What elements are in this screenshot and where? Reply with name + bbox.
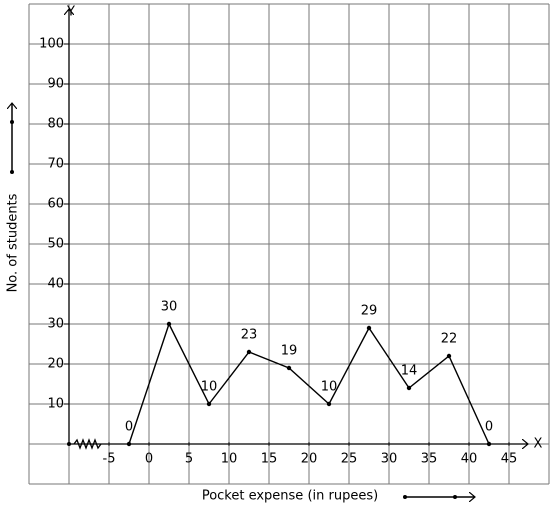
point xyxy=(246,349,252,355)
point xyxy=(406,385,412,391)
unit-dot xyxy=(10,170,14,174)
x-tick-label: 35 xyxy=(421,452,438,467)
point xyxy=(166,321,172,327)
data-label: 0 xyxy=(125,420,133,435)
origin-dot xyxy=(67,442,71,446)
x-tick-label: 0 xyxy=(145,452,153,467)
point xyxy=(126,441,132,447)
axis-break xyxy=(73,438,102,450)
data-label: 19 xyxy=(281,344,298,359)
y-axis-title: No. of students xyxy=(6,193,21,292)
y-tick-label: 30 xyxy=(47,317,64,332)
y-axis-letter: Y xyxy=(66,5,75,20)
data-label: 22 xyxy=(441,332,458,347)
y-tick-label: 90 xyxy=(47,77,64,92)
x-tick-label: 15 xyxy=(261,452,278,467)
point xyxy=(286,365,292,371)
line xyxy=(128,322,490,445)
point xyxy=(326,401,332,407)
x-tick-label: -5 xyxy=(103,452,116,467)
point xyxy=(366,325,372,331)
data-label: 0 xyxy=(485,420,493,435)
y-tick-label: 40 xyxy=(47,277,64,292)
grid xyxy=(28,3,550,485)
x-tick-label: 5 xyxy=(185,452,193,467)
data-label: 23 xyxy=(241,328,258,343)
unit-dot xyxy=(10,120,14,124)
x-axis-letter: X xyxy=(534,437,543,452)
y-tick-label: 100 xyxy=(39,37,64,52)
x-tick-label: 45 xyxy=(501,452,518,467)
y-tick-label: 50 xyxy=(47,237,64,252)
x-tick-label: 25 xyxy=(341,452,358,467)
x-tick-label: 30 xyxy=(381,452,398,467)
data-label: 29 xyxy=(361,304,378,319)
x-tick-label: 40 xyxy=(461,452,478,467)
data-label: 10 xyxy=(321,380,338,395)
x-tick-label: 20 xyxy=(301,452,318,467)
data-label: 14 xyxy=(401,364,418,379)
data-label: 30 xyxy=(161,300,178,315)
y-tick-label: 20 xyxy=(47,357,64,372)
unit-dot xyxy=(403,495,407,499)
point xyxy=(486,441,492,447)
point xyxy=(206,401,212,407)
y-tick-label: 60 xyxy=(47,197,64,212)
unit-dot xyxy=(453,495,457,499)
x-tick-label: 10 xyxy=(221,452,238,467)
x-axis-title: Pocket expense (in rupees) xyxy=(202,489,378,504)
y-tick-label: 70 xyxy=(47,157,64,172)
data-label: 10 xyxy=(201,380,218,395)
y-tick-label: 10 xyxy=(47,397,64,412)
point xyxy=(446,353,452,359)
y-tick-label: 80 xyxy=(47,117,64,132)
